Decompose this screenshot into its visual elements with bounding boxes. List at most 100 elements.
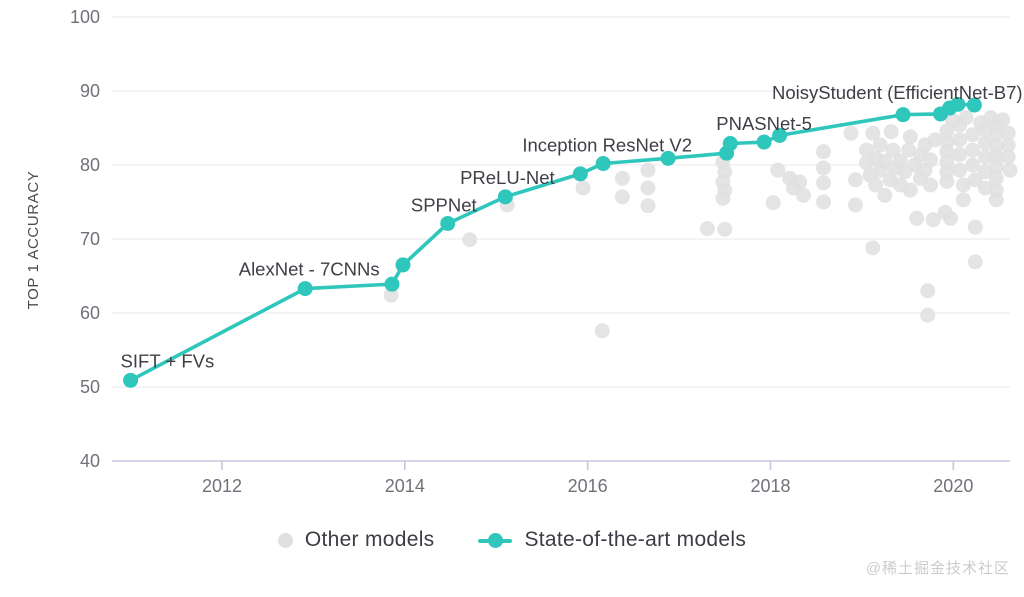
- other-model-point: [939, 123, 955, 139]
- sota-point: [497, 189, 513, 205]
- y-tick-label: 100: [70, 7, 100, 27]
- other-model-point: [795, 187, 811, 203]
- sota-point: [384, 276, 400, 292]
- other-model-point: [575, 180, 591, 196]
- y-tick-label: 70: [80, 229, 100, 249]
- other-model-point: [868, 177, 884, 193]
- other-model-point: [952, 147, 968, 163]
- other-model-point: [816, 160, 832, 176]
- x-tick-label: 2014: [385, 476, 425, 496]
- other-model-point: [965, 127, 981, 143]
- other-model-point: [909, 210, 925, 226]
- other-model-point: [958, 110, 974, 126]
- sota-point-label: PNASNet-5: [716, 113, 812, 134]
- y-tick-label: 80: [80, 155, 100, 175]
- other-model-point: [965, 157, 981, 173]
- other-model-point: [902, 182, 918, 198]
- sota-point-label: Inception ResNet V2: [522, 135, 692, 156]
- legend-other-models-label: Other models: [304, 528, 435, 551]
- other-model-point: [848, 197, 864, 213]
- sota-point: [572, 166, 588, 182]
- sota-point: [660, 150, 676, 166]
- other-model-point: [1000, 125, 1016, 141]
- other-model-point: [952, 132, 968, 148]
- other-model-point: [902, 129, 918, 145]
- sota-point: [722, 136, 738, 152]
- sota-point: [440, 215, 456, 231]
- other-model-point: [952, 162, 968, 178]
- watermark: @稀土掘金技术社区: [865, 560, 1010, 577]
- other-model-point: [920, 307, 936, 323]
- other-model-point: [614, 170, 630, 186]
- other-model-point: [816, 194, 832, 210]
- other-model-point: [939, 144, 955, 160]
- other-model-point: [640, 198, 656, 214]
- other-model-point: [988, 127, 1004, 143]
- other-model-point: [943, 210, 959, 226]
- other-model-point: [967, 254, 983, 270]
- y-axis-title: TOP 1 ACCURACY: [25, 171, 42, 310]
- other-model-point: [967, 219, 983, 235]
- other-model-point: [872, 137, 888, 153]
- x-tick-label: 2012: [202, 476, 242, 496]
- other-model-point: [1002, 162, 1018, 178]
- other-model-point: [865, 240, 881, 256]
- other-model-point: [877, 187, 893, 203]
- other-model-point: [594, 323, 610, 339]
- other-model-point: [816, 175, 832, 191]
- sota-point-label: NoisyStudent (EfficientNet-B7): [772, 82, 1023, 103]
- sota-point: [772, 127, 788, 143]
- sota-point-label: SPPNet: [411, 194, 477, 215]
- other-model-point: [988, 149, 1004, 165]
- other-model-point: [901, 142, 917, 158]
- sota-line-dot-icon: [478, 532, 513, 548]
- x-tick-label: 2016: [568, 476, 608, 496]
- sota-point-label: PReLU-Net: [460, 167, 555, 188]
- other-model-point: [640, 162, 656, 178]
- other-model-point: [792, 174, 808, 190]
- other-model-point: [715, 190, 731, 206]
- x-tick-label: 2020: [933, 476, 973, 496]
- other-model-point: [920, 283, 936, 299]
- sota-point: [297, 281, 313, 297]
- other-model-point: [640, 180, 656, 196]
- sota-point: [595, 156, 611, 172]
- other-model-point: [1000, 149, 1016, 165]
- other-model-point: [816, 144, 832, 160]
- other-model-point: [988, 138, 1004, 154]
- other-model-point: [383, 287, 399, 303]
- other-model-point: [967, 172, 983, 188]
- sota-point-label: SIFT + FVs: [121, 350, 215, 371]
- other-model-point: [770, 162, 786, 178]
- sota-point: [966, 97, 982, 113]
- other-model-point: [955, 177, 971, 193]
- other-models-dot-icon: [277, 532, 293, 548]
- other-model-point: [939, 173, 955, 189]
- other-model-point: [927, 132, 943, 148]
- sota-point: [756, 134, 772, 150]
- legend-sota-models-label: State-of-the-art models: [524, 528, 747, 551]
- other-model-point: [988, 159, 1004, 175]
- other-model-point: [843, 125, 859, 141]
- chart-legend: Other models State-of-the-art models: [0, 528, 1024, 552]
- other-model-point: [699, 221, 715, 237]
- other-model-point: [717, 221, 733, 237]
- other-model-point: [925, 212, 941, 228]
- legend-item-sota-models[interactable]: State-of-the-art models: [478, 528, 746, 552]
- legend-item-other-models[interactable]: Other models: [277, 528, 435, 552]
- y-tick-label: 50: [80, 377, 100, 397]
- other-model-point: [848, 172, 864, 188]
- other-model-point: [883, 124, 899, 140]
- sota-point: [895, 107, 911, 123]
- sota-point-label: AlexNet - 7CNNs: [239, 259, 380, 280]
- other-model-point: [885, 142, 901, 158]
- sota-point: [395, 257, 411, 273]
- y-tick-label: 60: [80, 303, 100, 323]
- other-model-point: [988, 170, 1004, 186]
- y-tick-label: 40: [80, 451, 100, 471]
- other-model-point: [614, 189, 630, 205]
- other-model-point: [922, 152, 938, 168]
- x-tick-label: 2018: [750, 476, 790, 496]
